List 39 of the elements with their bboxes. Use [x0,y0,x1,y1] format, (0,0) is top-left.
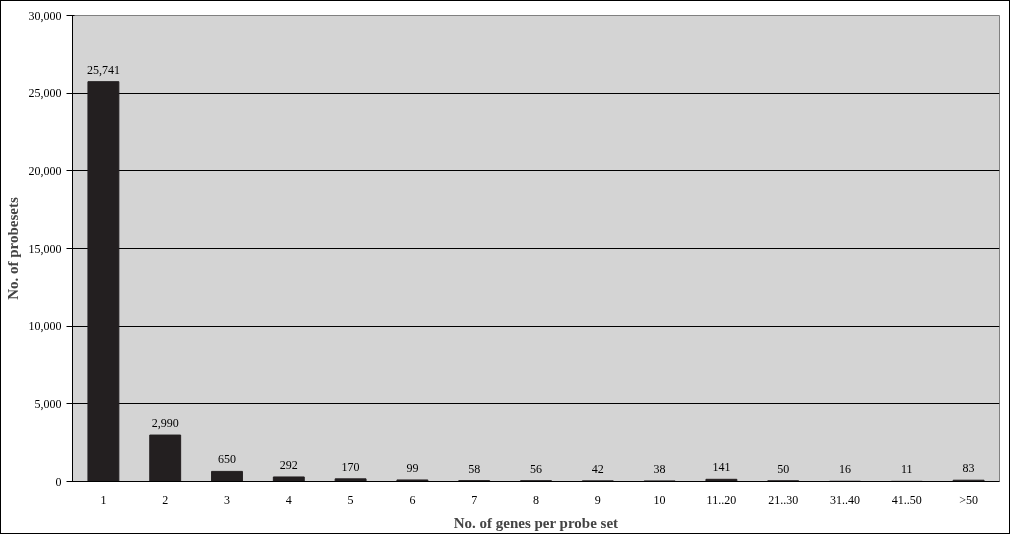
x-tick-label: 8 [533,492,539,507]
data-label: 25,741 [86,62,120,77]
x-tick-label: >50 [959,492,978,507]
y-tick-label: 5,000 [34,396,62,411]
x-tick-label: 1 [100,492,107,507]
data-label: 42 [591,461,604,476]
x-tick-label: 21..30 [768,492,799,507]
x-tick-label: 6 [409,492,416,507]
data-label: 650 [218,452,236,467]
data-label: 292 [279,457,298,472]
x-tick-label: 41..50 [891,492,922,507]
data-label: 2,990 [151,416,179,431]
data-label: 83 [962,461,975,476]
x-tick-label: 7 [471,492,478,507]
x-tick-label: 10 [653,492,666,507]
x-axis-title: No. of genes per probe set [453,514,619,531]
x-tick-label: 2 [162,492,169,507]
data-label: 58 [468,461,481,476]
x-tick-label: 4 [285,492,292,507]
x-tick-label: 11..20 [706,492,737,507]
data-label: 16 [839,462,851,477]
data-label: 56 [530,461,542,476]
data-label: 141 [712,460,731,475]
y-axis-title: No. of probesets [4,197,21,300]
data-label: 170 [341,459,360,474]
data-label: 11 [901,462,913,477]
x-tick-label: 5 [347,492,354,507]
y-tick-label: 15,000 [28,241,62,256]
y-tick-label: 0 [55,474,62,489]
x-tick-label: 31..40 [830,492,860,507]
data-label: 50 [777,461,790,476]
y-tick-label: 10,000 [28,319,62,334]
data-label: 99 [406,460,419,475]
y-tick-label: 20,000 [28,163,62,178]
y-tick-label: 30,000 [28,8,62,23]
x-tick-label: 9 [594,492,601,507]
y-tick-label: 25,000 [28,86,62,101]
data-label: 38 [653,461,666,476]
x-tick-label: 3 [224,492,230,507]
